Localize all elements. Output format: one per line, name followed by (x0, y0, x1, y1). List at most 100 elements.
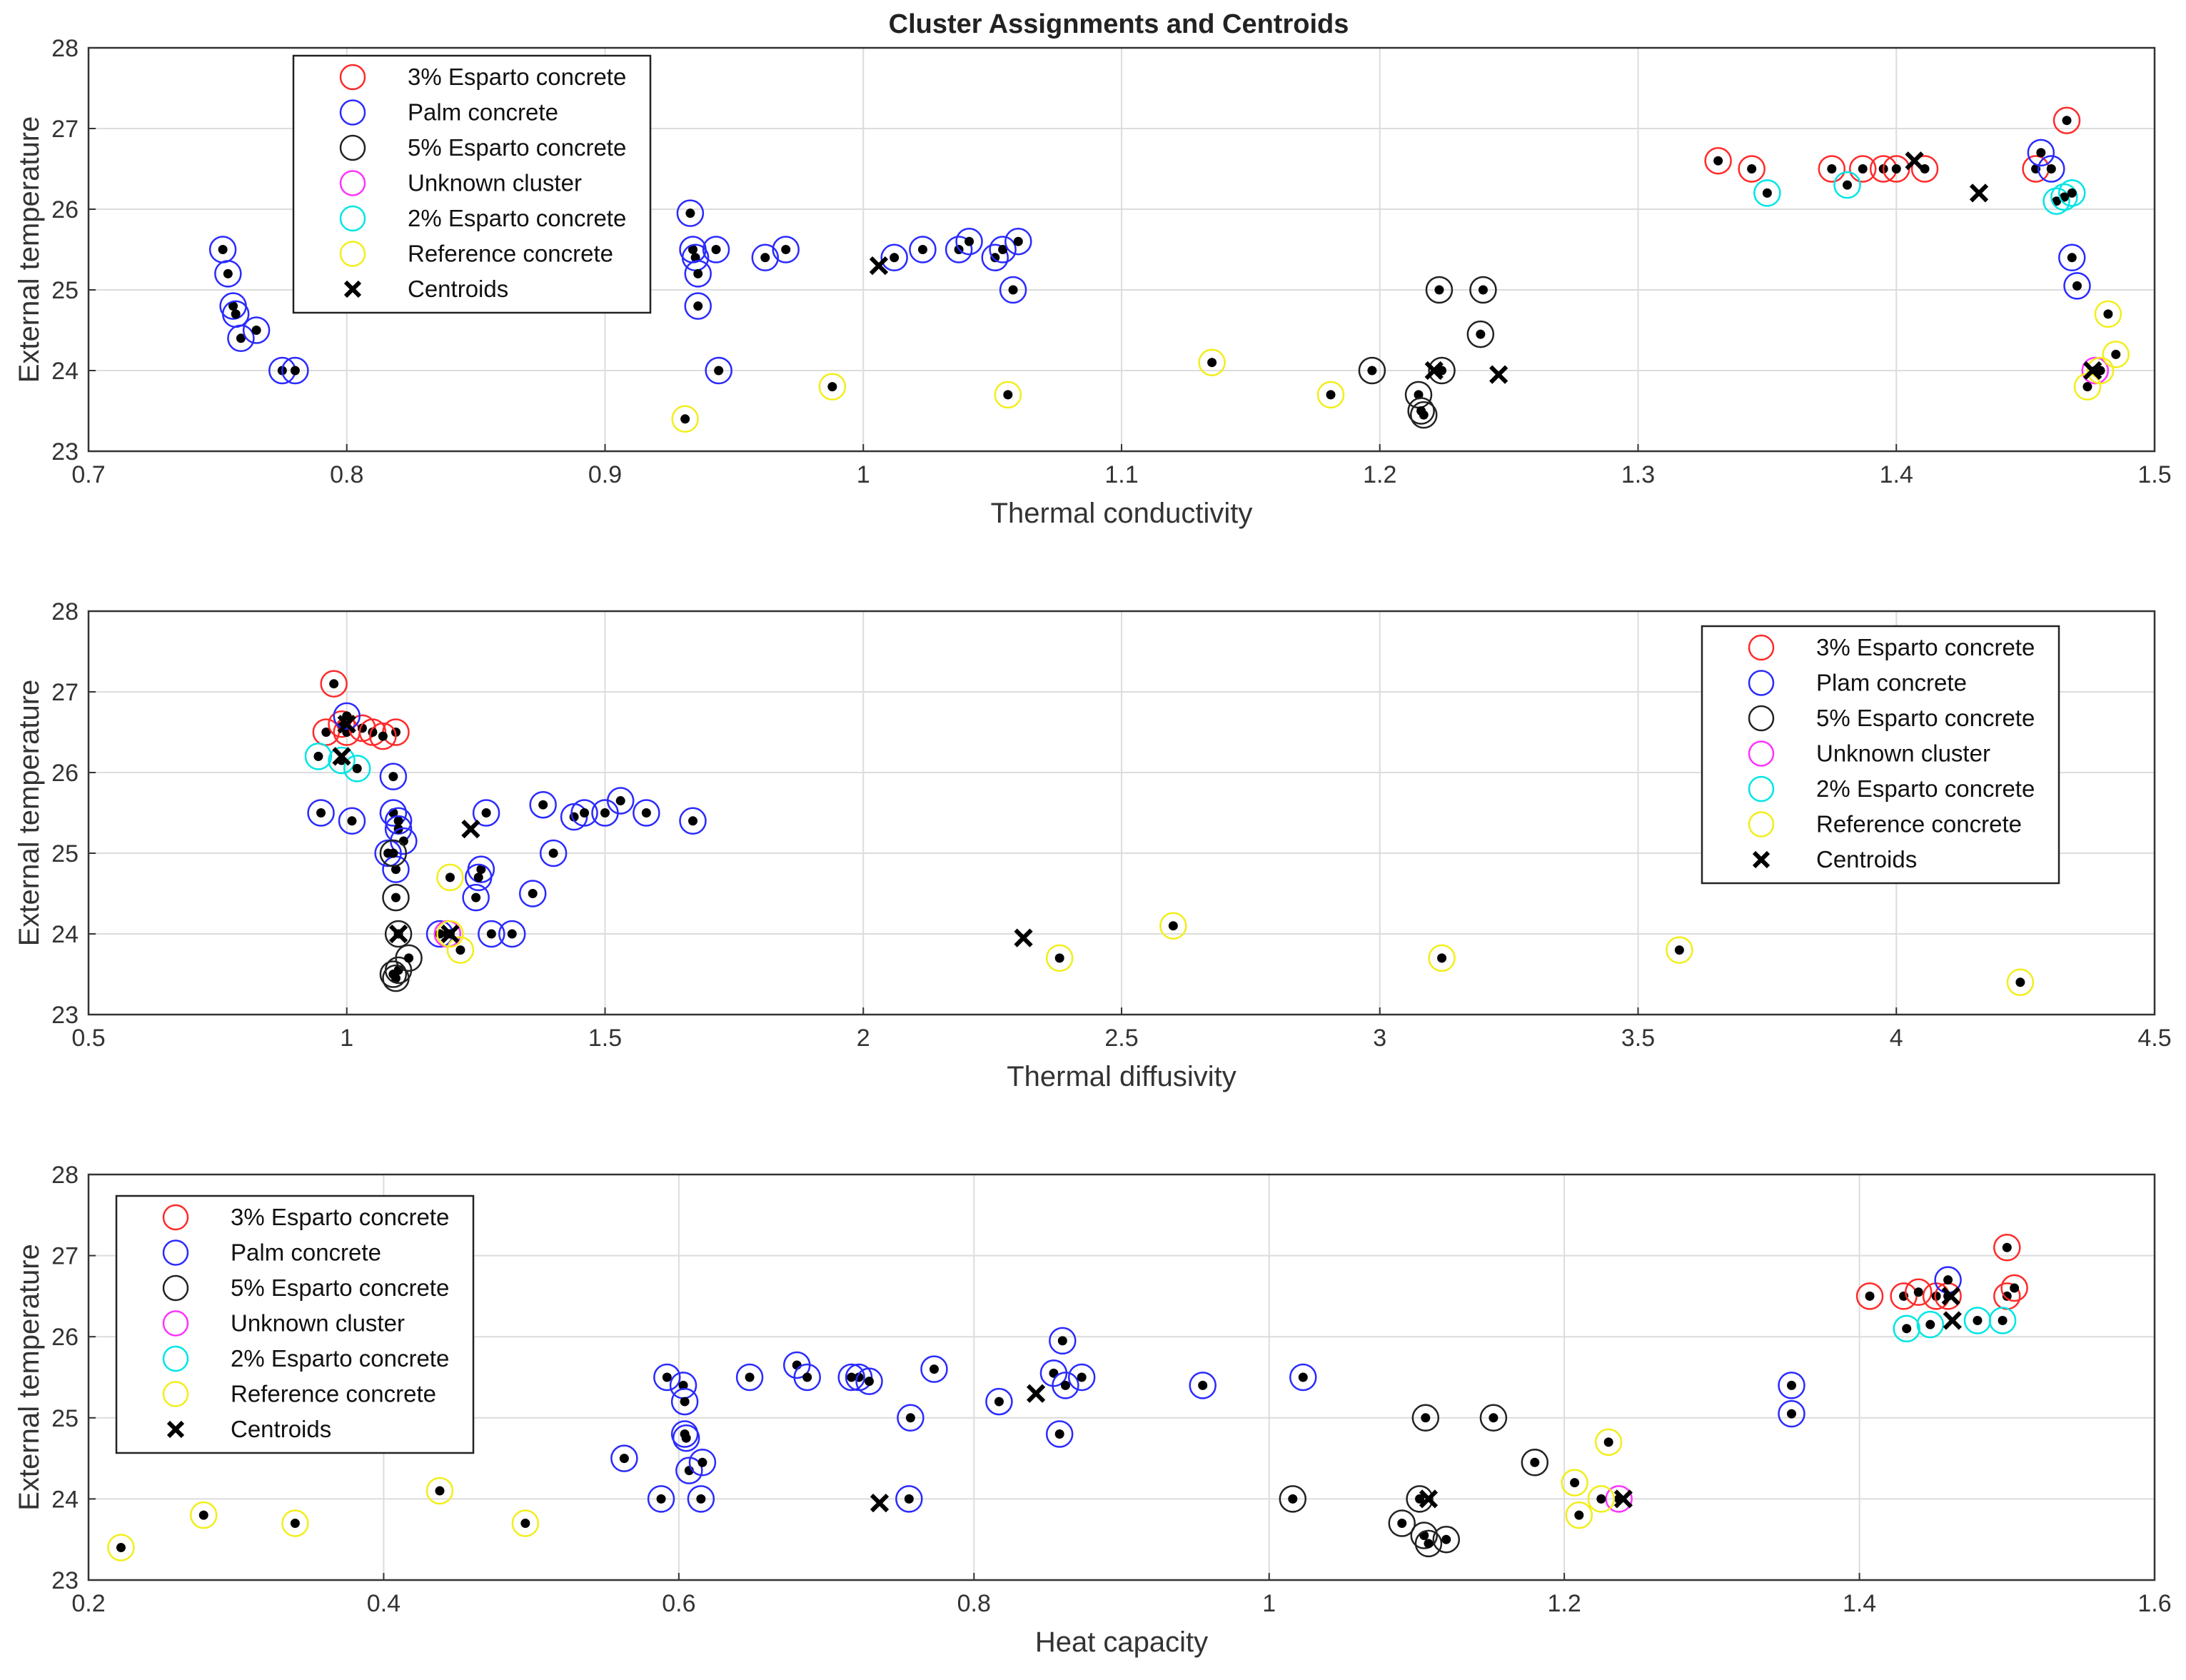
cluster-ring-marker (679, 807, 707, 835)
data-point (1168, 921, 1178, 931)
cluster-ring-marker (107, 1534, 135, 1561)
data-point (1762, 188, 1772, 198)
legend-label: 2% Esparto concrete (231, 1345, 449, 1372)
y-tick-label: 25 (51, 840, 79, 867)
x-tick-label: 3 (1373, 1025, 1386, 1052)
cluster-ring-marker (1561, 1469, 1588, 1497)
cluster-ring-marker (379, 960, 408, 988)
x-tick-label: 1.1 (1104, 461, 1138, 488)
x-tick-label: 2 (857, 1025, 870, 1052)
cluster-ring-marker (1587, 1485, 1616, 1513)
y-tick-label: 27 (51, 679, 79, 706)
x-tick-label: 1 (340, 1025, 353, 1052)
cluster-ring-marker (384, 807, 413, 835)
cluster-ring-marker (675, 1457, 703, 1484)
data-point (2062, 116, 2072, 126)
cluster-ring-marker (478, 920, 505, 948)
legend-marker-3pct-esparto-concrete (162, 1204, 189, 1231)
data-point (917, 245, 927, 254)
data-point (228, 301, 238, 311)
data-point (2067, 253, 2077, 263)
legend-marker-2pct-esparto-concrete (339, 205, 366, 232)
cluster-ring-marker (684, 292, 712, 320)
data-point (1478, 285, 1488, 295)
cluster-ring-marker (1406, 1485, 1434, 1513)
cluster-ring-marker (1189, 1372, 1217, 1399)
centroid-marker (337, 715, 356, 734)
cluster-ring-marker (2086, 356, 2115, 385)
cluster-ring-marker (384, 920, 413, 948)
cluster-ring-marker (909, 236, 937, 263)
x-tick-label: 2.5 (1104, 1025, 1138, 1052)
centroid-marker (870, 1493, 890, 1513)
data-point (2015, 977, 2025, 987)
centroid-marker (1943, 1311, 1962, 1330)
cluster-ring-marker (751, 243, 780, 272)
legend-label: Unknown cluster (408, 170, 582, 196)
data-point (2059, 192, 2069, 202)
data-point (1674, 945, 1684, 955)
cluster-ring-marker (1279, 1485, 1307, 1513)
cluster-ring-marker (735, 1363, 764, 1392)
cluster-ring-marker (1993, 1233, 2021, 1262)
cluster-ring-marker (895, 1485, 923, 1513)
series-palm-concrete (307, 702, 707, 948)
cluster-ring-marker (2052, 106, 2081, 134)
plot-3: 0.2 0.4 0.6 0.8 1 1.2 1.4 1.6 23 24 25 26 27 28 Heat c… (14, 1162, 2172, 1658)
legend-label: 3% Esparto concrete (408, 64, 626, 90)
x-tick-label: 1.2 (1548, 1590, 1581, 1617)
cluster-ring-marker (1704, 146, 1732, 175)
data-point (693, 301, 703, 311)
data-point (1013, 236, 1023, 246)
series-3pct-esparto-concrete (1855, 1233, 2028, 1310)
cluster-ring-marker (880, 243, 908, 272)
data-point (990, 253, 1000, 263)
cluster-ring-marker (994, 381, 1022, 409)
data-point (1424, 1539, 1434, 1549)
cluster-ring-marker (702, 236, 730, 263)
cluster-ring-marker (684, 260, 712, 288)
legend-label: Centroids (231, 1416, 331, 1442)
data-point (352, 763, 362, 773)
cluster-ring-marker (307, 799, 335, 827)
legend: 3% Esparto concrete Palm concrete 5% Espar… (115, 1194, 475, 1454)
cluster-ring-marker (214, 260, 242, 288)
y-tick-label: 25 (51, 1405, 79, 1432)
cluster-ring-marker (1594, 1428, 1623, 1457)
cluster-ring-marker (281, 356, 309, 385)
data-point (696, 1494, 706, 1504)
data-point (1054, 1429, 1064, 1439)
data-point (2067, 188, 2077, 198)
legend-marker-palm-concrete (339, 99, 366, 126)
plot-2: 0.5 1 1.5 2 2.5 3 3.5 4 4.5 23 24 25 26 27 28 Thermal d… (14, 598, 2172, 1092)
legend-marker-unknown-cluster (1748, 740, 1775, 767)
centroid-marker (1941, 1287, 1960, 1306)
cluster-ring-marker (2027, 139, 2055, 167)
y-tick-label: 23 (51, 1567, 79, 1594)
y-tick-label: 28 (51, 598, 79, 625)
cluster-ring-marker (1414, 1529, 1443, 1558)
data-point (905, 1413, 915, 1423)
x-tick-label: 0.5 (71, 1025, 105, 1052)
legend-label: Palm concrete (231, 1239, 381, 1266)
legend-marker-centroids (166, 1420, 185, 1439)
data-point (890, 253, 900, 263)
cluster-ring-marker (374, 839, 402, 867)
data-point (929, 1364, 939, 1374)
legend-label: Centroids (1816, 846, 1917, 872)
cluster-ring-marker (464, 863, 493, 892)
data-point (290, 1518, 300, 1528)
legend-label: 2% Esparto concrete (1816, 775, 2035, 802)
cluster-ring-marker (1409, 401, 1438, 429)
data-point (690, 253, 700, 263)
cluster-ring-marker (1753, 179, 1781, 207)
y-tick-label: 25 (51, 277, 79, 304)
data-point (2002, 1242, 2012, 1252)
centroid-marker (1424, 361, 1444, 381)
legend-marker-3pct-esparto-concrete (339, 64, 366, 91)
data-point (745, 1372, 755, 1382)
series-centroids (870, 1287, 1962, 1513)
cluster-ring-marker (2102, 341, 2130, 368)
data-point (1902, 1324, 1912, 1334)
